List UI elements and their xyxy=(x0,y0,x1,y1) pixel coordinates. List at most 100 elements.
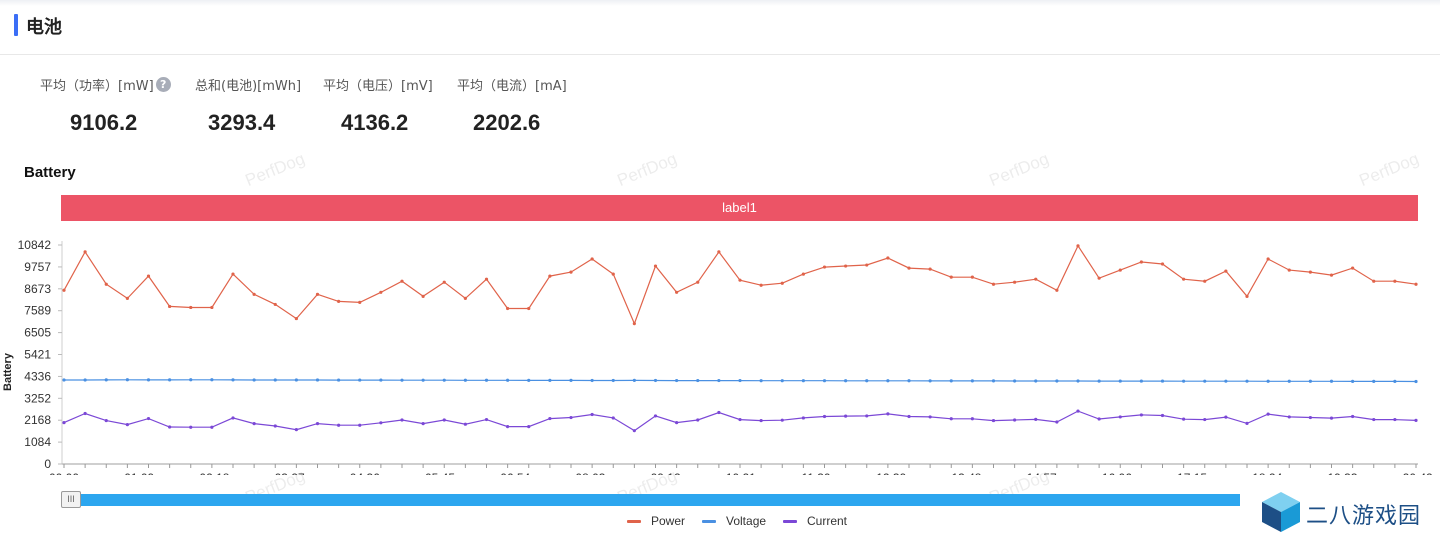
data-point-current xyxy=(273,424,277,428)
data-point-current xyxy=(1372,417,1376,422)
data-point-voltage xyxy=(1118,379,1122,383)
data-point-current xyxy=(632,429,636,433)
y-tick-label: 8673 xyxy=(24,282,51,296)
data-point-voltage xyxy=(400,378,404,382)
data-point-voltage xyxy=(1414,379,1418,384)
data-point-voltage xyxy=(527,378,531,382)
x-tick-label: 02:18 xyxy=(199,471,229,475)
data-point-power xyxy=(653,264,658,268)
data-point-power xyxy=(590,257,594,261)
data-point-current xyxy=(907,414,911,419)
data-point-voltage xyxy=(717,378,721,383)
data-point-voltage xyxy=(421,378,425,382)
data-point-power xyxy=(1245,294,1249,298)
data-point-power xyxy=(358,300,362,305)
x-tick-label: 11:30 xyxy=(801,471,830,475)
data-point-voltage xyxy=(822,379,827,383)
data-point-current xyxy=(822,414,827,419)
watermark: PerfDog xyxy=(242,149,308,191)
data-point-voltage xyxy=(83,378,87,382)
top-shadow xyxy=(0,0,1440,6)
data-point-current xyxy=(484,417,489,422)
mark-band[interactable]: label1 xyxy=(61,195,1418,221)
stat-avg-power: 平均（功率）[mW] ? 9106.2 xyxy=(40,70,171,135)
data-point-current xyxy=(717,410,721,415)
data-point-power xyxy=(125,296,129,300)
y-tick-label: 5421 xyxy=(24,348,51,362)
data-point-power xyxy=(611,272,615,276)
data-point-power xyxy=(1076,244,1080,248)
data-point-voltage xyxy=(632,378,636,382)
data-point-current xyxy=(590,412,594,417)
legend-item-power[interactable]: Power xyxy=(627,514,685,528)
stat-value: 9106.2 xyxy=(70,110,138,135)
data-point-power xyxy=(696,280,700,284)
legend-label: Power xyxy=(651,514,686,528)
y-tick-label: 0 xyxy=(44,457,51,471)
data-point-power xyxy=(991,282,996,286)
brand-logo: 二八游戏园 xyxy=(1260,490,1440,536)
x-tick-label: 03:27 xyxy=(275,471,305,475)
data-point-power xyxy=(104,282,108,286)
help-icon[interactable]: ? xyxy=(155,76,171,92)
mark-band-label: label1 xyxy=(722,200,757,215)
data-point-current xyxy=(1287,415,1291,419)
y-tick-label: 4336 xyxy=(24,369,51,383)
stat-value: 3293.4 xyxy=(208,110,276,135)
data-point-voltage xyxy=(907,379,911,383)
data-point-power xyxy=(1351,266,1355,270)
data-point-voltage xyxy=(991,379,996,383)
data-point-current xyxy=(548,416,552,421)
data-point-current xyxy=(62,420,66,425)
x-tick-label: 01:09 xyxy=(124,471,154,475)
data-point-current xyxy=(189,425,193,429)
chart-title: Battery xyxy=(24,164,76,181)
data-point-power xyxy=(569,270,573,274)
data-point-current xyxy=(527,425,531,429)
data-point-power xyxy=(1055,288,1059,292)
y-tick-label: 9757 xyxy=(24,260,51,274)
data-point-power xyxy=(252,292,256,296)
data-point-power xyxy=(337,299,341,303)
data-point-current xyxy=(801,416,805,420)
stat-label: 平均（功率）[mW] ? xyxy=(40,70,171,98)
data-point-power xyxy=(928,267,932,271)
data-point-power xyxy=(463,296,467,300)
data-point-voltage xyxy=(1097,379,1101,383)
data-point-current xyxy=(928,415,932,419)
zoom-slider-handle[interactable]: III xyxy=(61,491,81,508)
legend-item-voltage[interactable]: Voltage xyxy=(702,514,766,528)
legend-swatch xyxy=(627,519,641,523)
legend-item-current[interactable]: Current xyxy=(783,514,847,528)
x-tick-label: 05:45 xyxy=(425,471,455,475)
data-point-voltage xyxy=(611,378,615,383)
data-point-current xyxy=(1013,418,1017,422)
data-point-voltage xyxy=(759,379,763,383)
data-point-current xyxy=(569,415,573,420)
y-tick-label: 6505 xyxy=(24,326,51,340)
data-point-voltage xyxy=(1203,379,1207,383)
data-point-current xyxy=(759,418,763,423)
data-point-voltage xyxy=(970,379,974,383)
data-point-current xyxy=(1203,417,1207,422)
data-point-current xyxy=(231,416,235,420)
data-point-power xyxy=(421,294,425,298)
battery-line-chart: 0 1084 2168 3252 4336 5421 6505 7589 8673 9757 108… xyxy=(2,238,1433,475)
data-point-current xyxy=(1329,416,1334,420)
data-point-power xyxy=(1372,279,1376,283)
data-point-voltage xyxy=(569,378,573,382)
data-point-current xyxy=(696,418,700,422)
data-point-power xyxy=(1118,268,1122,272)
data-point-voltage xyxy=(1287,379,1291,383)
data-point-current xyxy=(1266,412,1270,416)
data-point-voltage xyxy=(379,378,383,382)
data-point-current xyxy=(1308,415,1312,420)
data-point-voltage xyxy=(315,378,320,382)
watermark: PerfDog xyxy=(1356,149,1422,191)
zoom-slider-track[interactable] xyxy=(62,494,1240,506)
data-point-current xyxy=(780,418,784,422)
x-tick-label: 18:24 xyxy=(1252,471,1282,475)
data-point-voltage xyxy=(168,378,172,382)
data-point-power xyxy=(886,256,890,260)
data-point-voltage xyxy=(1076,379,1080,383)
